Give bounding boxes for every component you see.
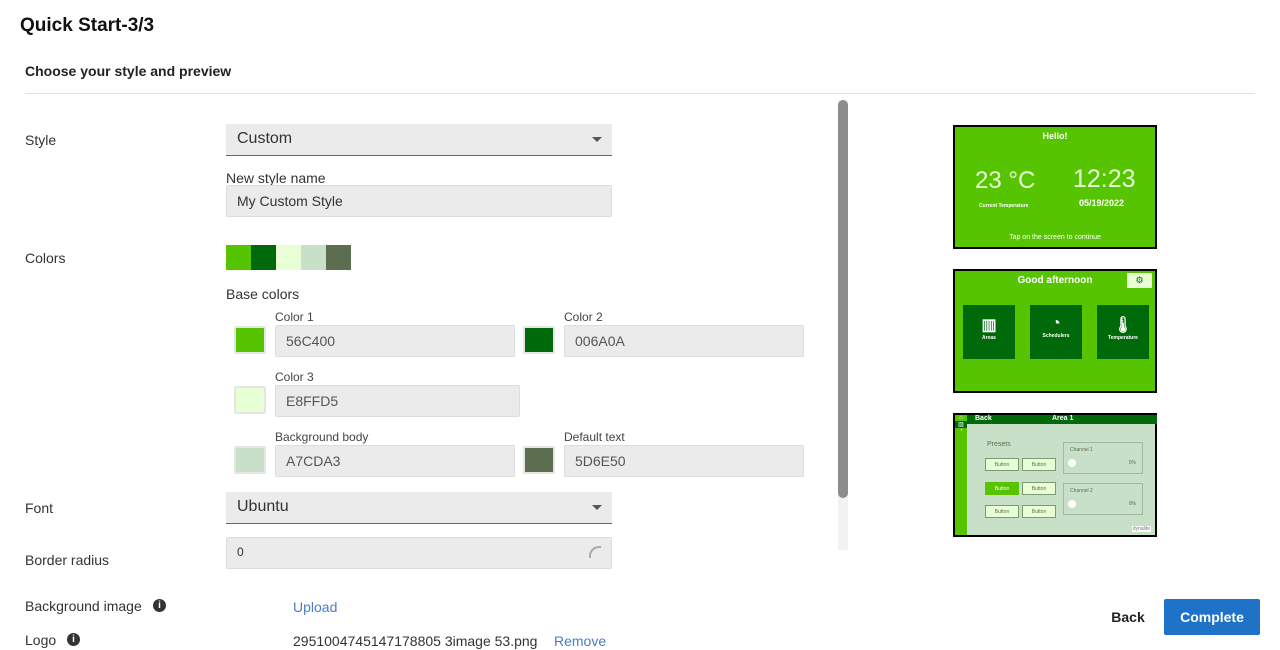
preview-button: Button [985, 458, 1019, 471]
border-radius-input[interactable]: 0 [226, 537, 612, 569]
logo-filename: 2951004745147178805 3image 53.png [293, 633, 538, 649]
preview-footer: Tap on the screen to continue [1009, 234, 1101, 241]
complete-button[interactable]: Complete [1164, 599, 1260, 635]
divider [25, 93, 1255, 94]
chevron-down-icon [592, 505, 602, 510]
preview-button-active: Button [985, 482, 1019, 495]
areas-icon: ▥ [955, 421, 967, 428]
color-hex-input[interactable]: E8FFD5 [275, 385, 520, 417]
palette-swatch [326, 245, 351, 270]
logo-label: Logo [25, 632, 57, 648]
preview-greeting: Hello! [1042, 131, 1068, 141]
preview-button: Button [1022, 482, 1056, 495]
palette-swatch [226, 245, 251, 270]
color-swatch-button[interactable] [234, 386, 266, 414]
channel-label: Channel 2 [1070, 488, 1093, 494]
slider-knob [1068, 500, 1076, 508]
preview-welcome-screen: Hello! 23 °C Current Temperature 12:23 0… [953, 125, 1157, 249]
dialog-title: Quick Start-3/3 [20, 15, 155, 36]
color-field-label: Color 3 [275, 370, 314, 384]
info-icon[interactable]: i [67, 633, 80, 646]
color-swatch-button[interactable] [523, 446, 555, 474]
info-icon[interactable]: i [153, 599, 166, 612]
style-select[interactable]: Custom [226, 124, 612, 156]
preview-tile-temperature: 🌡 Temperature [1097, 305, 1149, 359]
home-icon: ⌂ [959, 415, 963, 421]
channel-percent: 0% [1128, 501, 1136, 507]
gear-icon: ⚙ [1127, 273, 1152, 288]
base-colors-label: Base colors [226, 286, 300, 302]
clock-icon: ◔ [1051, 315, 1061, 332]
color-swatch-button[interactable] [523, 326, 555, 354]
channel-percent: 0% [1128, 460, 1136, 466]
dynalite-logo: dynalite [1131, 526, 1151, 532]
preview-button: Button [1022, 458, 1056, 471]
color-swatch-button[interactable] [234, 326, 266, 354]
font-value: Ubuntu [237, 498, 289, 515]
color-swatch-button[interactable] [234, 446, 266, 474]
schedule-icon: ◔ [959, 428, 963, 434]
preview-home-screen: Good afternoon ⚙ ▥ Areas ◔ Schedulers 🌡 Tem… [953, 269, 1157, 393]
color-field-label: Color 1 [275, 310, 314, 324]
border-radius-value: 0 [237, 545, 244, 559]
back-button[interactable]: Back [1111, 609, 1145, 625]
preview-time: 12:23 [1073, 165, 1136, 193]
preview-tile-schedulers: ◔ Schedulers [1030, 305, 1082, 359]
color-field-label: Background body [275, 430, 369, 444]
preview-sidebar: ⌂ ▥ ◔ [955, 415, 967, 535]
colors-label: Colors [25, 250, 66, 266]
new-style-name-label: New style name [226, 170, 326, 186]
preview-area-screen: ⌂ ▥ ◔ Back Area 1 Presets Button Button But… [953, 413, 1157, 537]
preview-greeting: Good afternoon [1017, 275, 1093, 286]
border-radius-label: Border radius [25, 552, 110, 568]
font-label: Font [25, 500, 54, 516]
corner-radius-icon [589, 546, 601, 558]
color-hex-input[interactable]: A7CDA3 [275, 445, 515, 477]
preview-temperature: 23 °C [975, 167, 1036, 194]
areas-icon: ▥ [981, 317, 997, 334]
font-select[interactable]: Ubuntu [226, 492, 612, 524]
background-image-label: Background image [25, 598, 142, 614]
preview-channel-2: Channel 2 0% [1063, 483, 1143, 515]
style-value: Custom [237, 130, 293, 147]
tile-label: Schedulers [1042, 333, 1070, 339]
preview-header: Back Area 1 [967, 415, 1157, 424]
palette-swatch [276, 245, 301, 270]
thermometer-icon: 🌡 [1112, 317, 1134, 334]
palette-swatch [251, 245, 276, 270]
preview-back: Back [975, 415, 992, 422]
preview-channel-1: Channel 1 0% [1063, 442, 1143, 474]
channel-label: Channel 1 [1070, 447, 1093, 453]
slider-knob [1068, 459, 1076, 467]
upload-link[interactable]: Upload [293, 599, 338, 615]
preview-area-title: Area 1 [1052, 415, 1074, 422]
scrollbar-thumb[interactable] [838, 100, 848, 498]
color-palette [226, 245, 351, 270]
color-hex-input[interactable]: 56C400 [275, 325, 515, 357]
style-label: Style [25, 132, 57, 148]
preview-presets: Presets [987, 441, 1011, 448]
new-style-name-input[interactable]: My Custom Style [226, 185, 612, 217]
chevron-down-icon [592, 137, 602, 142]
tile-label: Temperature [1108, 335, 1138, 341]
remove-logo-link[interactable]: Remove [554, 633, 607, 649]
preview-tile-areas: ▥ Areas [963, 305, 1015, 359]
color-field-label: Default text [564, 430, 625, 444]
preview-button: Button [985, 505, 1019, 518]
preview-button: Button [1022, 505, 1056, 518]
section-subtitle: Choose your style and preview [25, 63, 232, 79]
color-hex-input[interactable]: 5D6E50 [564, 445, 804, 477]
color-field-label: Color 2 [564, 310, 603, 324]
palette-swatch [301, 245, 326, 270]
tile-label: Areas [982, 335, 996, 341]
color-hex-input[interactable]: 006A0A [564, 325, 804, 357]
preview-temperature-label: Current Temperature [979, 203, 1029, 209]
preview-date: 05/19/2022 [1079, 198, 1125, 208]
